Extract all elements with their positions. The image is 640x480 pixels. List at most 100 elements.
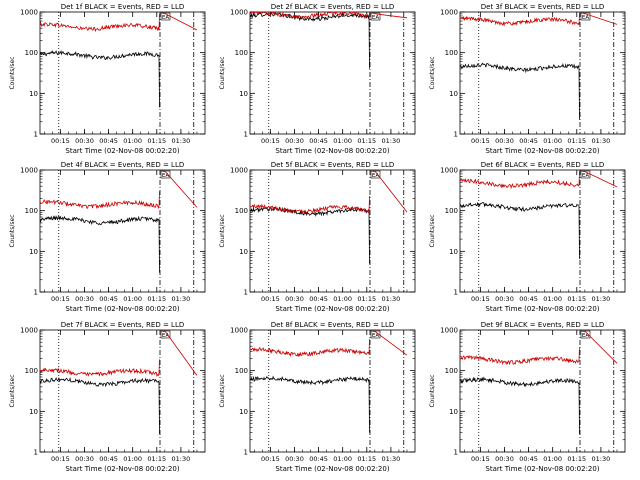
plot-frame — [249, 11, 416, 135]
plot-frame — [249, 329, 416, 453]
flag-label: EA — [372, 333, 379, 339]
x-tick-label: 01:15 — [147, 455, 166, 463]
x-tick-label: 01:00 — [333, 455, 352, 463]
series-line-lld — [459, 347, 580, 366]
x-tick-label: 00:30 — [75, 295, 94, 303]
y-tick-label: 10 — [449, 408, 458, 416]
series-line-lld — [459, 170, 580, 190]
y-tick-label: 100 — [445, 207, 458, 215]
x-tick-label: 01:30 — [172, 295, 191, 303]
x-tick-label: 00:45 — [99, 137, 118, 145]
flag-box — [370, 12, 381, 21]
x-tick-label: 00:30 — [75, 137, 94, 145]
flag-box — [580, 330, 591, 339]
plot-frame — [39, 11, 206, 135]
y-tick-label: 1 — [34, 131, 38, 139]
series-tail-lld — [580, 330, 618, 364]
flag-box — [370, 330, 381, 339]
flag-box — [160, 170, 171, 179]
x-axis-label: Start Time (02-Nov-08 00:02:20) — [275, 465, 389, 473]
series-line-lld — [249, 11, 370, 20]
y-axis-label: Counts/sec — [219, 374, 226, 407]
x-tick-label: 00:45 — [519, 295, 538, 303]
flag-label: EA — [162, 15, 169, 21]
y-axis-label: Counts/sec — [9, 214, 16, 247]
y-tick-label: 100 — [25, 49, 38, 57]
y-axis-label: Counts/sec — [429, 56, 436, 89]
series-line-events — [459, 62, 580, 120]
y-tick-label: 100 — [445, 367, 458, 375]
plot-frame — [249, 169, 416, 293]
flag-label: EA — [582, 333, 589, 339]
series-line-events — [459, 376, 580, 435]
plot-frame — [459, 329, 626, 453]
x-tick-label: 00:45 — [309, 137, 328, 145]
series-line-lld — [459, 12, 580, 27]
y-tick-label: 1 — [244, 289, 248, 297]
y-tick-label: 1 — [34, 449, 38, 457]
x-tick-label: 00:45 — [309, 455, 328, 463]
x-axis-label: Start Time (02-Nov-08 00:02:20) — [275, 305, 389, 313]
x-tick-label: 00:15 — [261, 295, 280, 303]
flag-box — [580, 12, 591, 21]
chart-panel-2: Det 2f BLACK = Events, RED = LLD Counts/s… — [219, 3, 416, 155]
y-tick-label: 1 — [244, 131, 248, 139]
y-tick-label: 1 — [244, 449, 248, 457]
x-tick-label: 00:15 — [51, 295, 70, 303]
x-tick-label: 01:15 — [567, 295, 586, 303]
x-tick-label: 00:45 — [99, 455, 118, 463]
series-line-events — [249, 11, 370, 69]
y-tick-label: 1000 — [440, 9, 458, 17]
x-tick-label: 01:15 — [147, 137, 166, 145]
chart-title: Det 9f BLACK = Events, RED = LLD — [481, 321, 604, 329]
y-tick-label: 1000 — [230, 327, 248, 335]
y-tick-label: 100 — [235, 367, 248, 375]
x-tick-label: 01:15 — [357, 295, 376, 303]
series-tail-lld — [370, 12, 408, 19]
x-tick-label: 01:00 — [543, 455, 562, 463]
y-tick-label: 1000 — [20, 327, 38, 335]
x-tick-label: 00:30 — [285, 137, 304, 145]
x-tick-label: 00:45 — [519, 455, 538, 463]
y-tick-label: 1000 — [20, 9, 38, 17]
x-tick-label: 01:15 — [357, 455, 376, 463]
chart-panel-6: Det 6f BLACK = Events, RED = LLD Counts/s… — [429, 161, 626, 313]
chart-title: Det 2f BLACK = Events, RED = LLD — [271, 3, 394, 11]
y-tick-label: 1000 — [230, 9, 248, 17]
y-tick-label: 1 — [454, 131, 458, 139]
y-axis-label: Counts/sec — [9, 56, 16, 89]
y-tick-label: 100 — [235, 207, 248, 215]
plot-frame — [39, 329, 206, 453]
x-tick-label: 00:30 — [495, 455, 514, 463]
y-tick-label: 100 — [235, 49, 248, 57]
x-tick-label: 01:00 — [543, 137, 562, 145]
flag-box — [370, 170, 381, 179]
chart-title: Det 6f BLACK = Events, RED = LLD — [481, 161, 604, 169]
x-tick-label: 01:15 — [567, 137, 586, 145]
flag-label: EA — [162, 333, 169, 339]
plot-frame — [459, 169, 626, 293]
y-tick-label: 10 — [239, 408, 248, 416]
y-tick-label: 10 — [29, 408, 38, 416]
chart-title: Det 4f BLACK = Events, RED = LLD — [61, 161, 184, 169]
chart-title: Det 1f BLACK = Events, RED = LLD — [61, 3, 184, 11]
chart-title: Det 3f BLACK = Events, RED = LLD — [481, 3, 604, 11]
y-tick-label: 10 — [449, 248, 458, 256]
x-tick-label: 01:30 — [172, 137, 191, 145]
x-tick-label: 00:45 — [309, 295, 328, 303]
y-tick-label: 1000 — [230, 167, 248, 175]
x-tick-label: 01:15 — [357, 137, 376, 145]
series-tail-lld — [370, 170, 408, 213]
x-tick-label: 01:00 — [333, 137, 352, 145]
x-tick-label: 00:15 — [471, 137, 490, 145]
chart-panel-1: Det 1f BLACK = Events, RED = LLD Counts/s… — [9, 3, 206, 155]
x-axis-label: Start Time (02-Nov-08 00:02:20) — [485, 465, 599, 473]
plot-frame — [459, 11, 626, 135]
y-axis-label: Counts/sec — [219, 56, 226, 89]
series-line-events — [39, 376, 160, 435]
x-tick-label: 00:30 — [75, 455, 94, 463]
chart-title: Det 8f BLACK = Events, RED = LLD — [271, 321, 394, 329]
x-tick-label: 00:15 — [51, 455, 70, 463]
flag-label: EA — [582, 173, 589, 179]
